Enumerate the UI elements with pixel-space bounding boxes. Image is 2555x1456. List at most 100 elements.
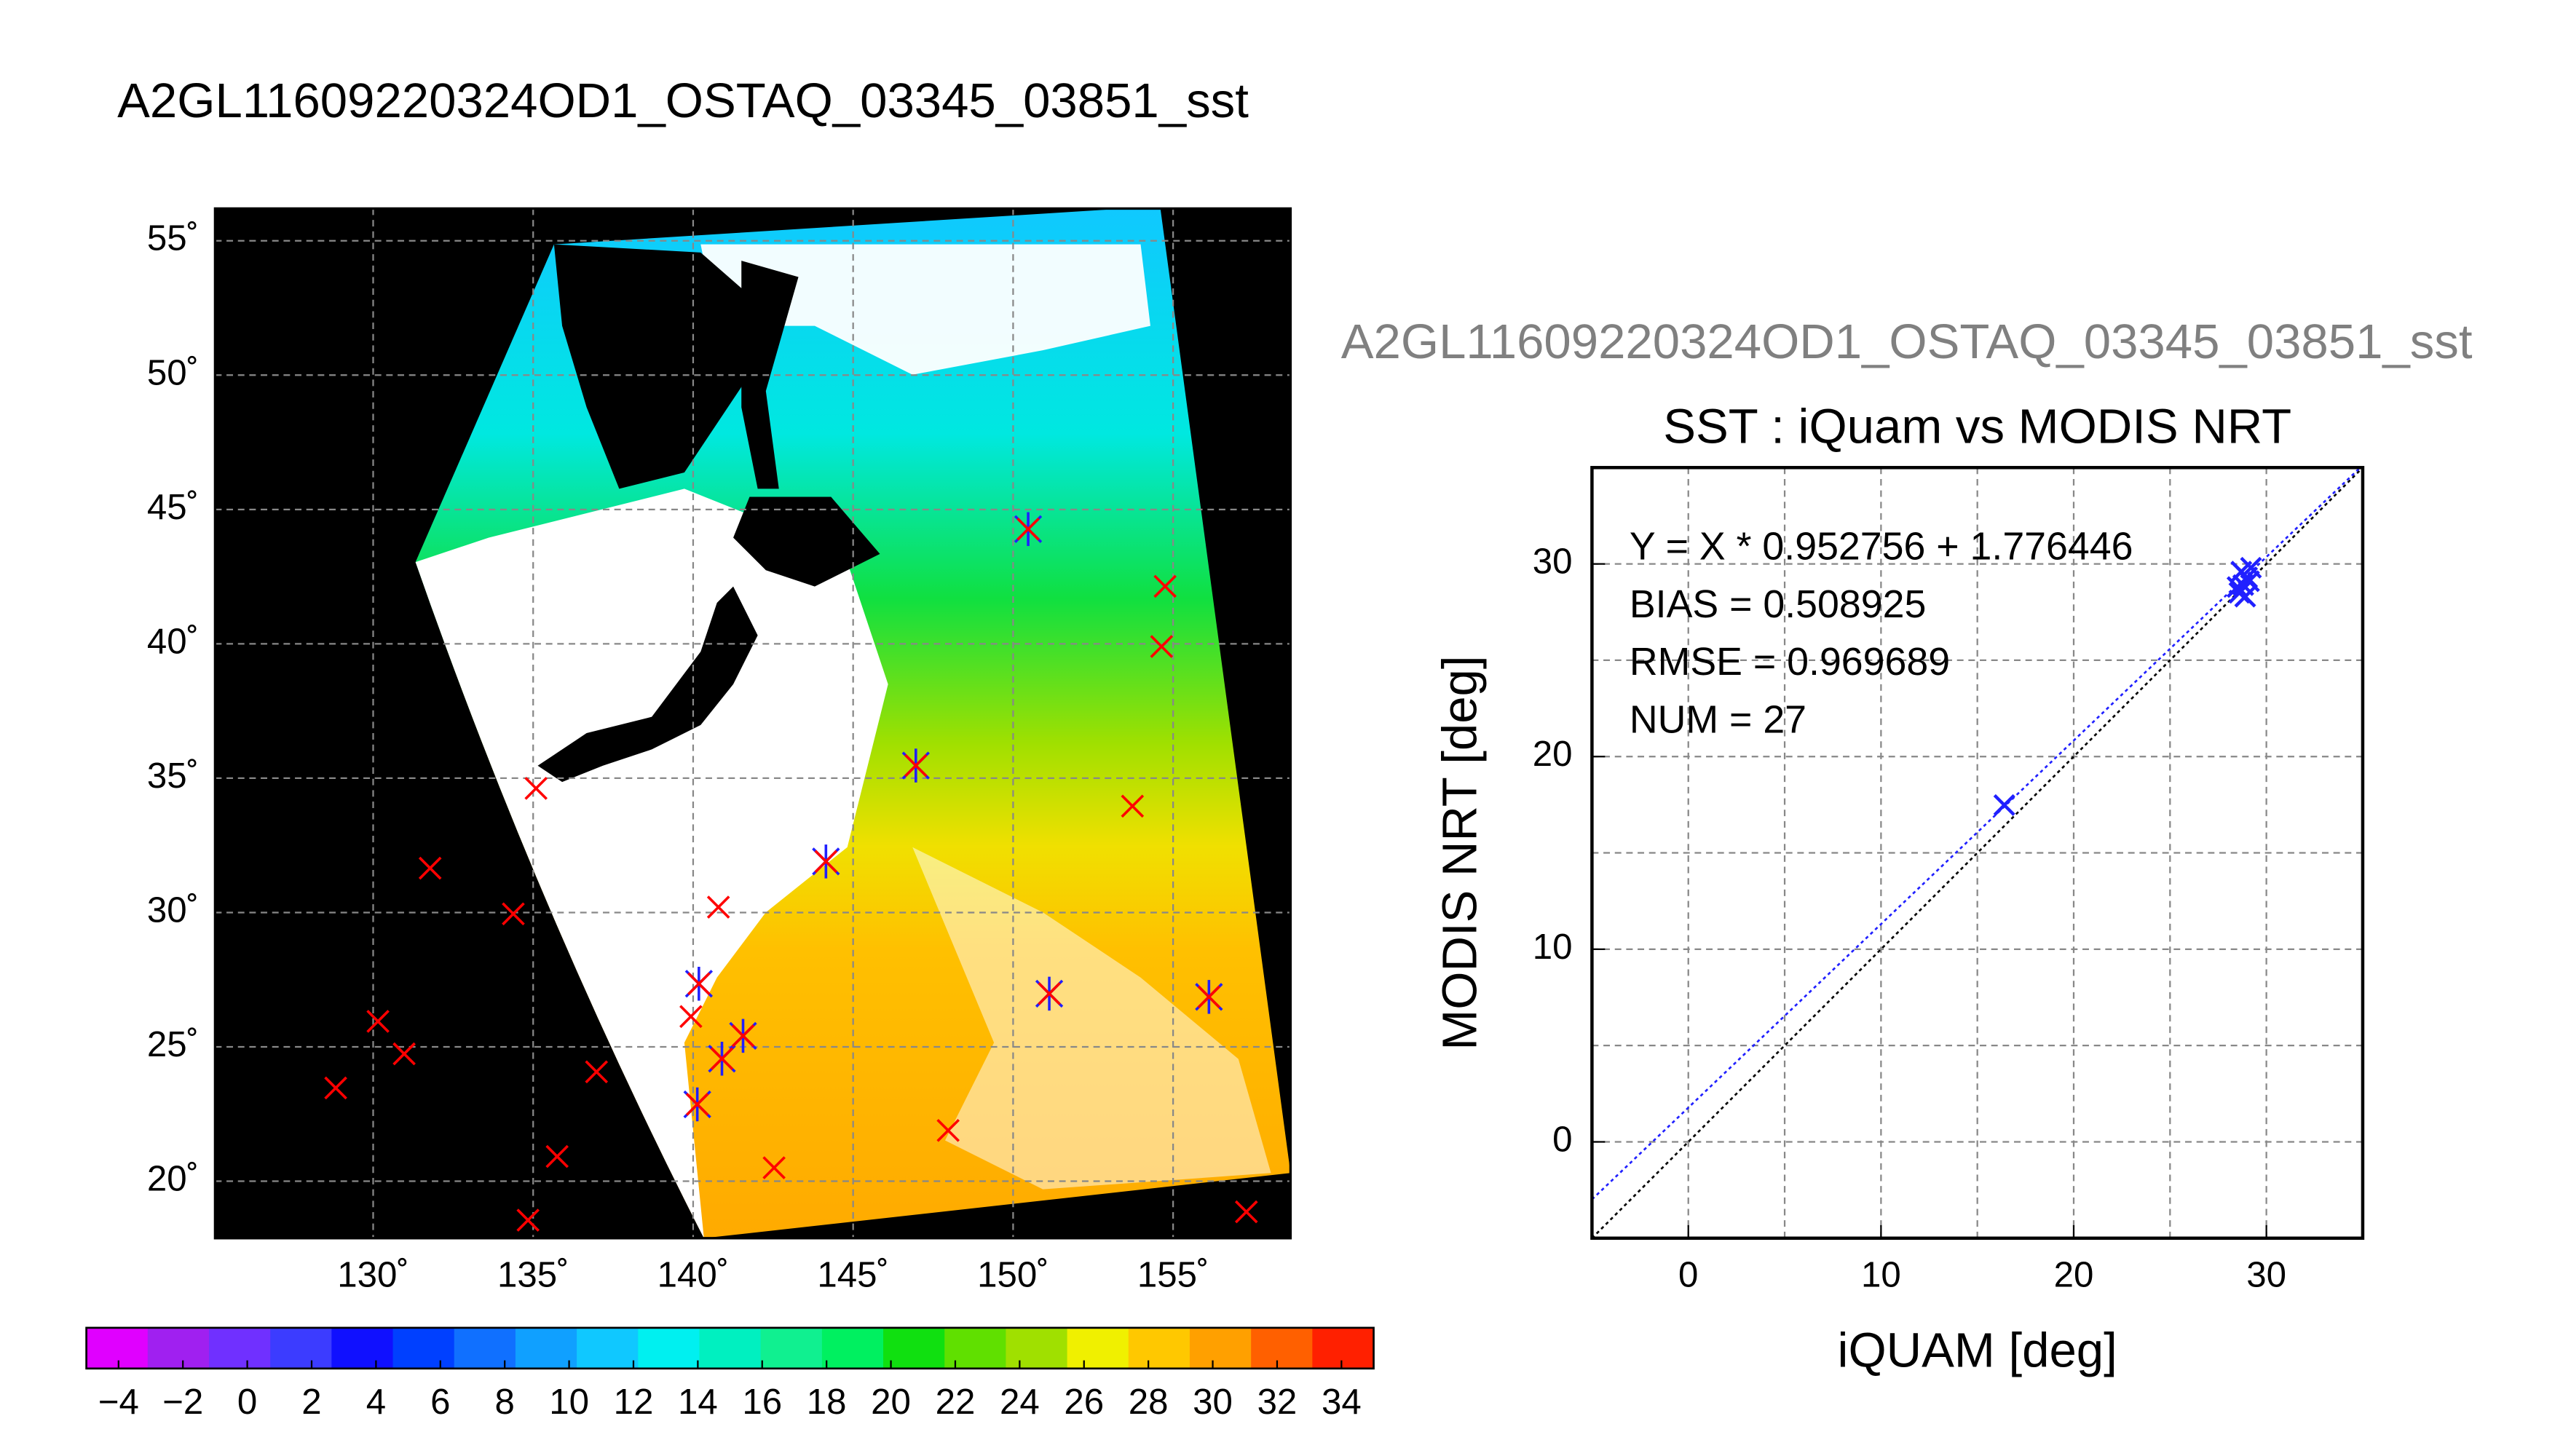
iquam-marker (516, 1208, 540, 1232)
iquam-marker (904, 753, 928, 778)
x-tick-label: 130˚ (337, 1255, 409, 1295)
colorbar-swatch (1128, 1327, 1190, 1369)
y-tick-label: 0 (1552, 1119, 1572, 1159)
map-title: A2GL11609220324OD1_OSTAQ_03345_03851_sst (117, 74, 1249, 128)
x-tick-label: 0 (1678, 1255, 1698, 1295)
land (741, 261, 799, 489)
colorbar-swatch (1006, 1327, 1068, 1369)
y-tick-label: 35˚ (147, 756, 199, 796)
x-tick-label: 20 (2054, 1255, 2094, 1295)
scatter-file-title: A2GL11609220324OD1_OSTAQ_03345_03851_sst (1341, 314, 2473, 369)
scatter-frame (1590, 466, 2365, 1241)
colorbar-tick-label: −2 (162, 1382, 203, 1422)
iquam-marker (685, 1093, 709, 1116)
colorbar-swatch (1251, 1327, 1314, 1369)
colorbar-swatch (1189, 1327, 1252, 1369)
iquam-marker (814, 850, 838, 874)
x-tick-label: 145˚ (817, 1255, 889, 1295)
iquam-marker (418, 856, 442, 880)
colorbar-swatch (454, 1327, 516, 1369)
cloud (700, 244, 1150, 375)
map-frame (213, 207, 1292, 1240)
colorbar-swatch (270, 1327, 333, 1369)
y-tick-label: 55˚ (147, 218, 199, 258)
colorbar-frame (85, 1326, 1375, 1370)
colorbar-tick-label: 0 (237, 1382, 257, 1422)
iquam-marker (679, 1005, 703, 1029)
colorbar-tick-label: 30 (1193, 1382, 1233, 1422)
stats-annotation: Y = X * 0.952756 + 1.776446 (1630, 524, 2133, 568)
iquam-marker (1153, 574, 1177, 598)
x-axis-label: iQUAM [deg] (1838, 1323, 2117, 1377)
scatter-title-wrap: A2GL11609220324OD1_OSTAQ_03345_03851_sst (1341, 314, 2473, 369)
colorbar-tick-label: 16 (742, 1382, 782, 1422)
iquam-marker (706, 895, 730, 919)
colorbar-tick-label: 24 (1000, 1382, 1040, 1422)
stats-annotation: BIAS = 0.508925 (1630, 582, 1926, 626)
colorbar-swatch (577, 1327, 639, 1369)
colorbar-swatch (760, 1327, 823, 1369)
land (553, 244, 766, 489)
colorbar-swatch (515, 1327, 577, 1369)
colorbar-swatch (392, 1327, 455, 1369)
y-tick-label: 30˚ (147, 890, 199, 930)
colorbar-swatch (638, 1327, 700, 1369)
data-point (2238, 570, 2260, 593)
iquam-marker (1234, 1200, 1258, 1224)
colorbar-tick-label: −4 (98, 1382, 139, 1422)
colorbar-tick-label: 18 (807, 1382, 847, 1422)
colorbar-tick-label: 8 (494, 1382, 514, 1422)
colorbar-swatch (331, 1327, 394, 1369)
colorbar-swatch (699, 1327, 762, 1369)
y-tick-label: 10 (1533, 927, 1573, 967)
iquam-marker (1197, 985, 1221, 1009)
iquam-marker (545, 1144, 569, 1168)
y-tick-label: 40˚ (147, 621, 199, 661)
colorbar-tick-label: 2 (301, 1382, 321, 1422)
iquam-marker (324, 1076, 347, 1100)
y-tick-label: 45˚ (147, 487, 199, 527)
colorbar-tick-label: 4 (366, 1382, 386, 1422)
colorbar-tick-label: 12 (614, 1382, 654, 1422)
colorbar-tick-label: 14 (678, 1382, 718, 1422)
iquam-marker (687, 972, 711, 996)
colorbar-tick-label: 32 (1257, 1382, 1298, 1422)
colorbar-swatch (944, 1327, 1007, 1369)
y-tick-label: 30 (1533, 542, 1573, 582)
x-tick-label: 30 (2246, 1255, 2286, 1295)
y-tick-label: 25˚ (147, 1024, 199, 1064)
colorbar-tick-label: 6 (430, 1382, 450, 1422)
y-tick-label: 20 (1533, 734, 1573, 774)
colorbar-tick-label: 22 (936, 1382, 976, 1422)
colorbar-tick-label: 34 (1322, 1382, 1362, 1422)
colorbar-tick-label: 28 (1129, 1382, 1169, 1422)
x-tick-label: 135˚ (497, 1255, 569, 1295)
colorbar-swatch (883, 1327, 945, 1369)
y-tick-label: 50˚ (147, 352, 199, 392)
x-tick-label: 140˚ (657, 1255, 730, 1295)
iquam-marker (585, 1060, 609, 1084)
iquam-marker (1150, 635, 1174, 658)
iquam-marker (366, 1010, 390, 1033)
x-tick-label: 10 (1861, 1255, 1901, 1295)
colorbar-tick-label: 26 (1064, 1382, 1104, 1422)
colorbar-swatch (1312, 1327, 1375, 1369)
iquam-marker (731, 1024, 755, 1048)
colorbar-swatch (147, 1327, 210, 1369)
fit-line (1591, 467, 2361, 1200)
colorbar-swatch (821, 1327, 884, 1369)
data-point (1993, 794, 2015, 816)
land (733, 496, 880, 587)
iquam-marker (502, 902, 525, 926)
colorbar-tick-label: 20 (871, 1382, 911, 1422)
iquam-marker (1038, 982, 1061, 1005)
colorbar-tick-label: 10 (549, 1382, 589, 1422)
stats-annotation: NUM = 27 (1630, 698, 1806, 742)
iquam-marker (710, 1047, 734, 1071)
y-tick-label: 20˚ (147, 1159, 199, 1199)
x-tick-label: 155˚ (1137, 1255, 1209, 1295)
cloud (912, 847, 1271, 1190)
colorbar-swatch (86, 1327, 149, 1369)
